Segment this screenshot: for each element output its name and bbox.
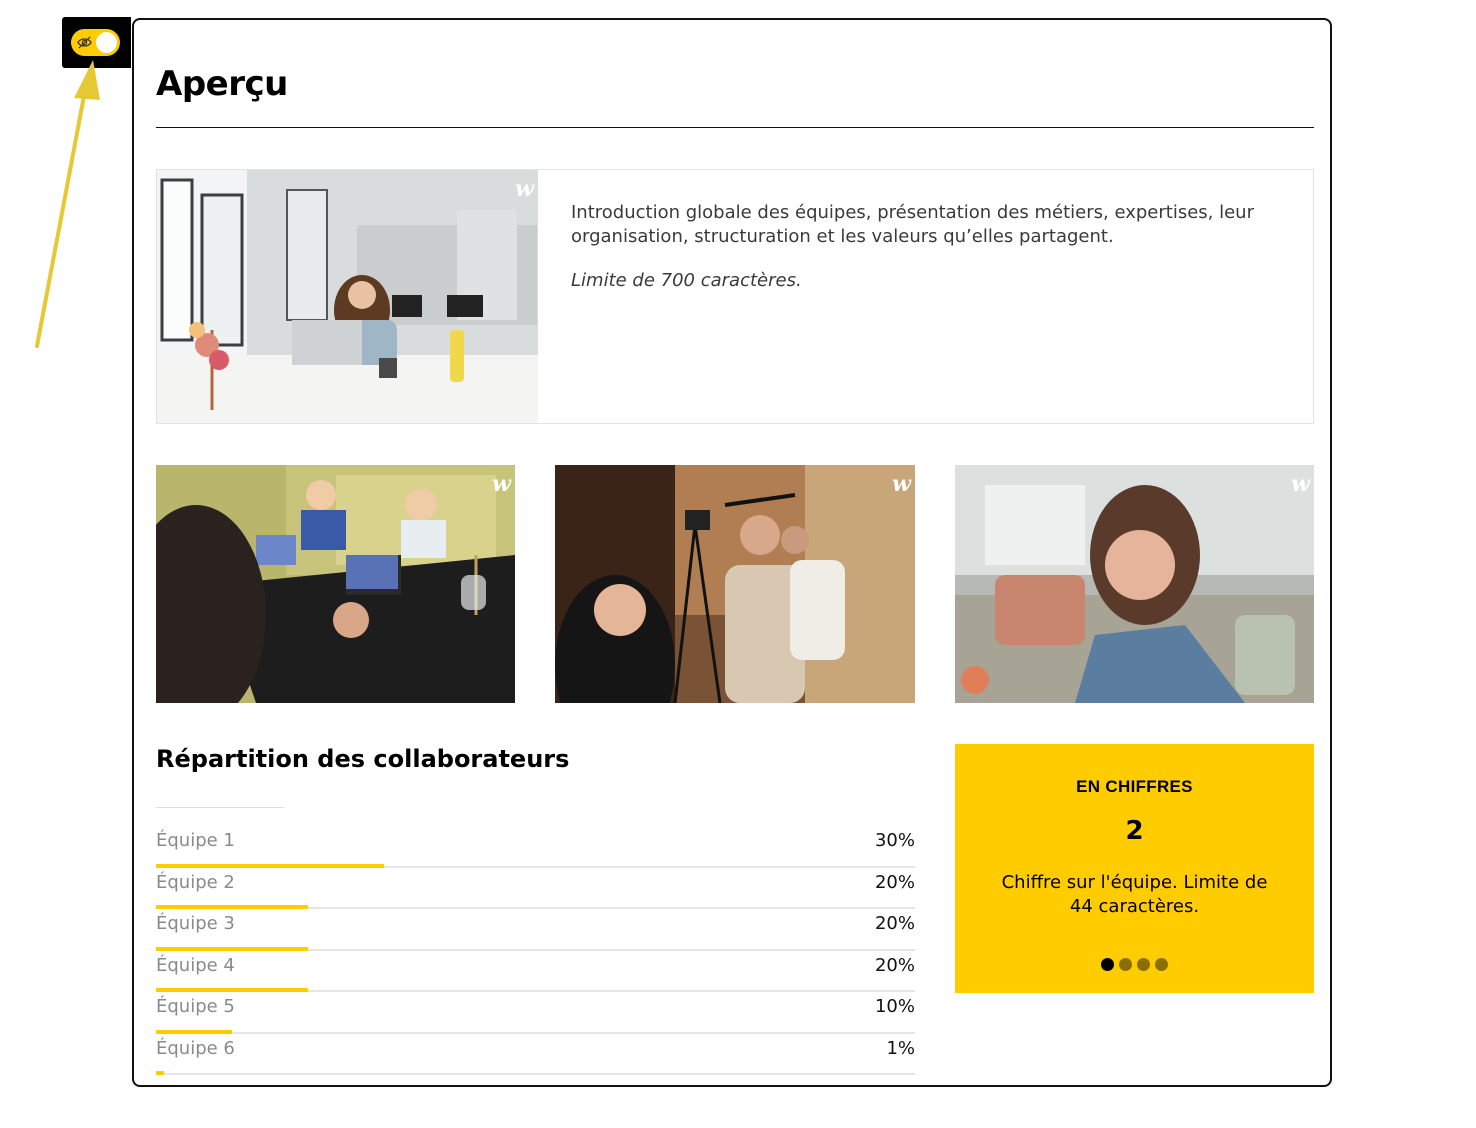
team-row: Équipe 5 10%: [156, 992, 915, 1034]
team-progress-bar: [156, 1071, 164, 1075]
gallery-photo-meeting: w: [156, 465, 515, 703]
visibility-toggle[interactable]: [71, 29, 120, 56]
team-percent: 30%: [874, 830, 915, 851]
team-name: Équipe 1: [156, 830, 235, 851]
team-distribution-list: Équipe 1 30% Équipe 2 20% Équipe 3 20% É…: [156, 826, 915, 1075]
team-row: Équipe 3 20%: [156, 909, 915, 951]
team-name: Équipe 5: [156, 996, 235, 1017]
team-name: Équipe 4: [156, 954, 235, 976]
team-row: Équipe 2 20%: [156, 868, 915, 909]
intro-description: Introduction globale des équipes, présen…: [571, 202, 1254, 247]
figures-description: Chiffre sur l'équipe. Limite de 44 carac…: [1001, 872, 1268, 917]
page-title: Aperçu: [156, 64, 288, 104]
team-name: Équipe 3: [156, 913, 235, 934]
figures-value: 2: [1125, 816, 1144, 846]
gallery-photo-studio: w: [555, 465, 915, 703]
carousel-dot[interactable]: [1155, 958, 1168, 971]
repartition-title: Répartition des collaborateurs: [156, 745, 570, 773]
team-progress-bar: [156, 988, 308, 992]
team-row: Équipe 1 30%: [156, 826, 915, 868]
team-percent: 20%: [874, 871, 915, 893]
preview-toggle-container: [62, 17, 131, 68]
team-percent: 10%: [874, 996, 915, 1017]
intro-office-photo: w: [157, 170, 538, 423]
w-logo: w: [515, 176, 534, 202]
carousel-dot[interactable]: [1137, 958, 1150, 971]
carousel-dot[interactable]: [1101, 958, 1114, 971]
team-percent: 1%: [886, 1037, 915, 1059]
intro-text: Introduction globale des équipes, présen…: [571, 201, 1271, 313]
title-divider: [156, 127, 1314, 128]
repartition-divider: [156, 807, 284, 808]
figures-label: EN CHIFFRES: [1076, 777, 1193, 796]
gallery-photo-portrait: w: [955, 465, 1314, 703]
intro-limit-note: Limite de 700 caractères.: [571, 270, 802, 291]
team-progress-bar: [156, 863, 384, 868]
intro-card: w Introduction globale des équipes, prés…: [156, 169, 1314, 424]
team-name: Équipe 2: [156, 871, 235, 893]
key-figures-card: EN CHIFFRES 2 Chiffre sur l'équipe. Limi…: [955, 744, 1314, 993]
overview-panel: Aperçu: [132, 18, 1332, 1087]
w-logo: w: [892, 471, 911, 497]
w-logo: w: [492, 471, 511, 497]
carousel-dot[interactable]: [1119, 958, 1132, 971]
team-row: Équipe 4 20%: [156, 951, 915, 992]
toggle-knob: [96, 32, 117, 53]
team-progress-bar: [156, 1029, 232, 1034]
team-percent: 20%: [874, 954, 915, 976]
w-logo: w: [1291, 471, 1310, 497]
team-name: Équipe 6: [156, 1037, 235, 1059]
team-progress-bar: [156, 946, 308, 951]
eye-slash-icon: [77, 36, 92, 49]
team-percent: 20%: [874, 913, 915, 934]
carousel-dots: [955, 958, 1314, 971]
team-progress-bar: [156, 905, 308, 909]
team-row: Équipe 6 1%: [156, 1034, 915, 1075]
